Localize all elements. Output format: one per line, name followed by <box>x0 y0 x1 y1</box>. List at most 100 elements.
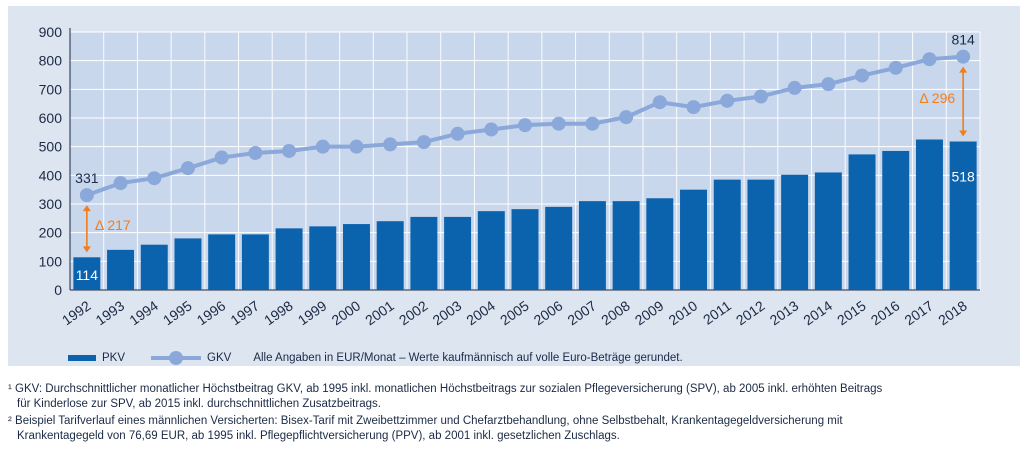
bar-pkv <box>140 244 168 290</box>
y-tick-label: 600 <box>39 110 63 126</box>
bar-pkv <box>814 172 842 290</box>
y-tick-label: 500 <box>39 139 63 155</box>
footnote-2-line-1: ² Beispiel Tarifverlauf eines männlichen… <box>8 415 843 427</box>
footnote-1: ¹ GKV: Durchschnittlicher monatlicher Hö… <box>8 382 1020 412</box>
x-tick-label: 2015 <box>834 297 869 328</box>
x-tick-label: 2016 <box>868 297 903 328</box>
y-tick-label: 900 <box>39 24 63 40</box>
y-tick-label: 0 <box>54 282 62 298</box>
bar-pkv <box>477 211 505 290</box>
bar-pkv <box>376 221 404 290</box>
bar-pkv <box>73 257 101 290</box>
x-tick-label: 2017 <box>901 297 936 328</box>
x-tick-label: 2009 <box>632 297 667 328</box>
annotation-delta-first: Δ 217 <box>95 217 131 233</box>
point-gkv <box>248 145 263 160</box>
legend-swatch-pkv <box>68 355 96 361</box>
footnote-1-line-2: für Kinderlose zur SPV, ab 2015 inkl. du… <box>17 398 381 410</box>
x-tick-label: 2001 <box>362 297 397 328</box>
x-tick-label: 1993 <box>93 297 128 328</box>
legend-label-gkv: GKV <box>207 352 232 364</box>
delta-arrow-last-head-down <box>959 130 968 137</box>
point-gkv <box>922 52 937 67</box>
point-gkv <box>753 89 768 104</box>
x-tick-label: 2011 <box>700 297 734 327</box>
x-tick-label: 2012 <box>733 297 768 328</box>
x-tick-label: 2004 <box>463 297 498 328</box>
chart-panel: 0 100 200 300 400 500 600 700 800 900 1992 1993 1994… <box>8 6 1020 366</box>
delta-arrow-first-head-up <box>82 205 91 212</box>
bar-pkv <box>309 226 337 290</box>
legend: PKV GKV Alle Angaben in EUR/Monat – Wert… <box>68 349 683 367</box>
point-gkv <box>956 49 971 64</box>
bar-pkv <box>680 189 707 290</box>
bar-pkv <box>174 238 202 290</box>
footnote-2-line-2: Krankentagegeld von 76,69 EUR, ab 1995 i… <box>17 430 620 442</box>
data-label-gkv-first: 331 <box>75 170 99 186</box>
point-gkv <box>214 150 229 165</box>
point-gkv <box>821 77 836 92</box>
bar-pkv <box>612 201 640 290</box>
legend-item-pkv: PKV <box>68 352 125 364</box>
x-tick-label: 1992 <box>59 297 94 328</box>
point-gkv <box>113 176 128 191</box>
bar-pkv <box>848 154 876 290</box>
y-tick-label: 200 <box>39 225 63 241</box>
point-gkv <box>787 80 802 95</box>
data-label-pkv-last: 518 <box>951 169 975 185</box>
bar-pkv <box>107 249 135 290</box>
bar-pkv <box>747 179 775 290</box>
point-gkv <box>652 95 667 110</box>
point-gkv <box>855 68 870 83</box>
data-label-pkv-first: 114 <box>76 267 99 283</box>
point-gkv <box>518 118 532 133</box>
point-gkv <box>282 143 297 158</box>
bar-pkv <box>882 150 910 290</box>
x-tick-label: 2003 <box>430 297 465 328</box>
delta-arrow-first-head-down <box>82 246 91 253</box>
point-gkv <box>450 126 465 141</box>
bar-pkv <box>713 179 741 290</box>
x-tick-label: 1997 <box>227 297 262 328</box>
point-gkv <box>180 161 195 176</box>
bar-pkv <box>545 206 573 290</box>
footnotes: ¹ GKV: Durchschnittlicher monatlicher Hö… <box>8 382 1020 446</box>
point-gkv <box>315 139 330 154</box>
x-tick-label: 1994 <box>126 297 161 328</box>
x-tick-label: 2002 <box>396 297 431 328</box>
legend-note: Alle Angaben in EUR/Monat – Werte kaufmä… <box>253 352 683 364</box>
x-tick-label: 1996 <box>194 297 229 328</box>
bar-pkv <box>410 216 438 290</box>
point-gkv <box>888 60 903 75</box>
bar-line-chart: 0 100 200 300 400 500 600 700 800 900 1992 1993 1994… <box>39 24 981 328</box>
legend-label-pkv: PKV <box>102 352 126 364</box>
x-tick-label: 2006 <box>531 297 566 328</box>
point-gkv <box>79 188 94 203</box>
x-tick-label: 1998 <box>261 297 296 328</box>
bar-pkv <box>578 201 606 290</box>
point-gkv <box>686 100 701 115</box>
x-tick-label: 1999 <box>295 297 330 328</box>
bar-pkv <box>343 224 370 290</box>
point-gkv <box>551 116 566 131</box>
point-gkv <box>147 171 162 186</box>
footnote-1-line-1: ¹ GKV: Durchschnittlicher monatlicher Hö… <box>8 383 883 395</box>
legend-item-gkv: GKV <box>151 351 231 365</box>
x-tick-label: 2007 <box>564 297 599 328</box>
bar-pkv <box>511 209 539 290</box>
bar-pkv <box>949 141 977 290</box>
y-tick-label: 700 <box>39 81 63 97</box>
x-tick-label: 2014 <box>800 297 835 328</box>
y-tick-label: 800 <box>39 53 63 69</box>
data-label-gkv-last: 814 <box>951 32 975 48</box>
legend-swatch-gkv <box>151 351 202 365</box>
y-tick-label: 300 <box>39 196 63 212</box>
point-gkv <box>619 110 634 125</box>
bar-pkv <box>275 228 303 290</box>
footnote-2: ² Beispiel Tarifverlauf eines männlichen… <box>8 414 1020 444</box>
point-gkv <box>349 139 364 154</box>
delta-arrow-last-head-up <box>959 66 968 73</box>
y-tick-label: 400 <box>39 167 63 183</box>
annotation-delta-last: Δ 296 <box>919 90 955 106</box>
point-gkv <box>383 137 398 152</box>
